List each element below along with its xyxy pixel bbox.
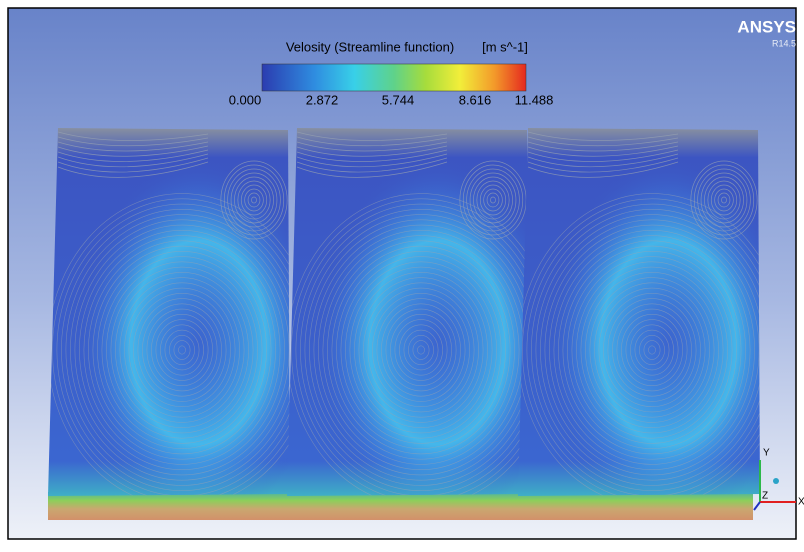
viewport: Velosity (Streamline function) [m s^-1] … xyxy=(0,0,804,547)
page: Velosity (Streamline function) [m s^-1] … xyxy=(0,0,804,547)
legend-title: Velosity (Streamline function) xyxy=(286,39,454,54)
axis-x-label: X xyxy=(798,497,804,508)
colorbar xyxy=(262,64,526,91)
colorbar-tick-label: 8.616 xyxy=(459,92,492,107)
floor-streamlines xyxy=(48,492,753,520)
colorbar-tick-label: 11.488 xyxy=(515,92,554,107)
logo: ANSYS xyxy=(737,17,796,36)
streamline-panel xyxy=(285,128,555,506)
axis-y-label: Y xyxy=(763,448,770,459)
colorbar-tick-label: 2.872 xyxy=(306,92,339,107)
colorbar-tick-label: 0.000 xyxy=(229,92,262,107)
colorbar-tick-label: 5.744 xyxy=(382,92,415,107)
logo-version: R14.5 xyxy=(772,38,796,48)
legend-unit: [m s^-1] xyxy=(482,39,528,54)
streamline-panel xyxy=(516,128,786,506)
streamline-panel xyxy=(46,128,316,506)
axis-dot xyxy=(773,478,779,484)
axis-z-label: Z xyxy=(762,491,768,502)
